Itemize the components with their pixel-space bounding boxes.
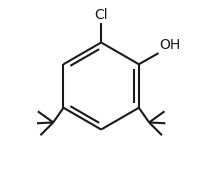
Text: OH: OH (159, 38, 181, 52)
Text: Cl: Cl (94, 8, 108, 22)
